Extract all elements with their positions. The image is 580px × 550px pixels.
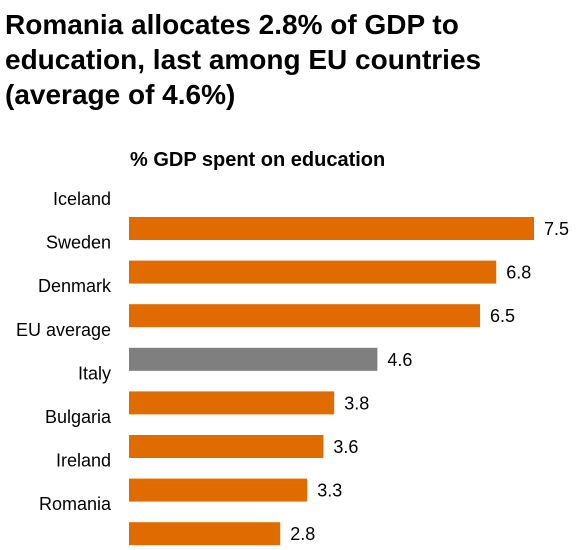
value-label-bulgaria: 3.6	[333, 437, 358, 457]
bar-denmark	[129, 304, 480, 328]
value-label-iceland: 7.5	[544, 219, 569, 239]
category-label-italy: Italy	[78, 363, 111, 383]
value-label-romania: 2.8	[290, 524, 315, 544]
value-label-denmark: 6.5	[490, 306, 515, 326]
category-label-sweden: Sweden	[46, 233, 111, 253]
bar-ireland	[129, 478, 308, 502]
chart-title-line-3: (average of 4.6%)	[5, 79, 236, 110]
category-label-bulgaria: Bulgaria	[45, 407, 112, 427]
bar-sweden	[129, 260, 497, 284]
bar-italy	[129, 391, 335, 415]
chart-subtitle: % GDP spent on education	[130, 149, 386, 171]
category-label-ireland: Ireland	[56, 451, 111, 471]
bar-eu-average	[129, 347, 378, 371]
value-label-ireland: 3.3	[317, 481, 342, 501]
bar-iceland	[129, 217, 534, 240]
bar-romania	[129, 522, 281, 546]
chart-title-line-2: education, last among EU countries	[5, 44, 482, 75]
value-label-sweden: 6.8	[506, 263, 531, 283]
category-label-eu-average: EU average	[16, 320, 111, 340]
chart-title-line-1: Romania allocates 2.8% of GDP to	[5, 9, 459, 40]
category-label-romania: Romania	[39, 494, 112, 514]
value-label-italy: 3.8	[344, 393, 369, 413]
category-label-iceland: Iceland	[53, 189, 111, 209]
category-label-denmark: Denmark	[38, 276, 112, 296]
value-label-eu-average: 4.6	[387, 350, 412, 370]
bar-bulgaria	[129, 435, 324, 458]
chart-title: Romania allocates 2.8% of GDP to educati…	[5, 7, 575, 112]
